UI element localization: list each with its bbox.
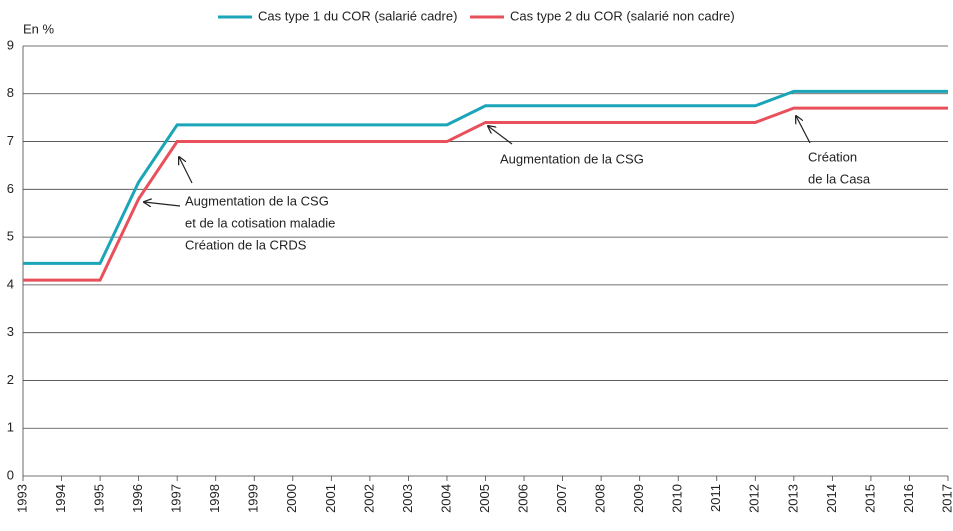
annotation: Création de la CRDS bbox=[185, 237, 307, 252]
x-tick-label: 1998 bbox=[207, 484, 222, 513]
x-tick-label: 1995 bbox=[92, 484, 107, 513]
annotation: Augmentation de la CSG bbox=[500, 151, 644, 166]
x-tick-label: 2012 bbox=[747, 484, 762, 513]
x-tick-label: 1996 bbox=[130, 484, 145, 513]
x-tick-label: 2010 bbox=[670, 484, 685, 513]
y-tick-label: 6 bbox=[7, 181, 14, 196]
legend-label: Cas type 2 du COR (salarié non cadre) bbox=[510, 8, 735, 23]
x-tick-label: 2006 bbox=[515, 484, 530, 513]
series-line bbox=[23, 106, 948, 282]
annotation-arrow bbox=[179, 157, 193, 184]
annotation-arrow bbox=[144, 202, 181, 206]
x-tick-label: 2016 bbox=[901, 484, 916, 513]
x-tick-label: 2011 bbox=[708, 484, 723, 512]
y-tick-label: 3 bbox=[7, 324, 14, 339]
x-tick-label: 2013 bbox=[785, 484, 800, 513]
x-tick-label: 2003 bbox=[400, 484, 415, 513]
x-tick-label: 2004 bbox=[438, 484, 453, 513]
y-axis-label: En % bbox=[23, 21, 55, 36]
annotation: et de la cotisation maladie bbox=[185, 215, 335, 230]
x-tick-label: 2017 bbox=[939, 484, 953, 513]
x-tick-label: 1999 bbox=[246, 484, 261, 513]
x-tick-label: 1997 bbox=[169, 484, 184, 513]
x-tick-label: 2014 bbox=[824, 484, 839, 513]
y-tick-label: 8 bbox=[7, 85, 14, 100]
x-tick-label: 2001 bbox=[323, 484, 338, 513]
y-tick-label: 9 bbox=[7, 37, 14, 52]
x-tick-label: 2000 bbox=[284, 484, 299, 513]
annotation: Augmentation de la CSG bbox=[185, 193, 329, 208]
y-tick-label: 2 bbox=[7, 372, 14, 387]
x-tick-label: 2005 bbox=[477, 484, 492, 513]
x-tick-label: 2002 bbox=[361, 484, 376, 513]
annotation-arrow bbox=[796, 116, 811, 144]
legend-label: Cas type 1 du COR (salarié cadre) bbox=[258, 8, 457, 23]
x-tick-label: 2015 bbox=[862, 484, 877, 513]
y-tick-label: 0 bbox=[7, 467, 14, 482]
annotation: Création bbox=[808, 149, 857, 164]
x-tick-label: 1993 bbox=[14, 484, 29, 513]
y-tick-label: 7 bbox=[7, 133, 14, 148]
y-tick-label: 4 bbox=[7, 276, 14, 291]
annotation-arrow bbox=[488, 126, 513, 145]
y-tick-label: 5 bbox=[7, 229, 14, 244]
x-tick-label: 1994 bbox=[53, 484, 68, 513]
y-tick-label: 1 bbox=[7, 420, 14, 435]
x-tick-label: 2009 bbox=[631, 484, 646, 513]
series-line bbox=[23, 89, 948, 265]
x-tick-label: 2008 bbox=[593, 484, 608, 513]
x-tick-label: 2007 bbox=[554, 484, 569, 513]
annotation: de la Casa bbox=[808, 171, 871, 186]
